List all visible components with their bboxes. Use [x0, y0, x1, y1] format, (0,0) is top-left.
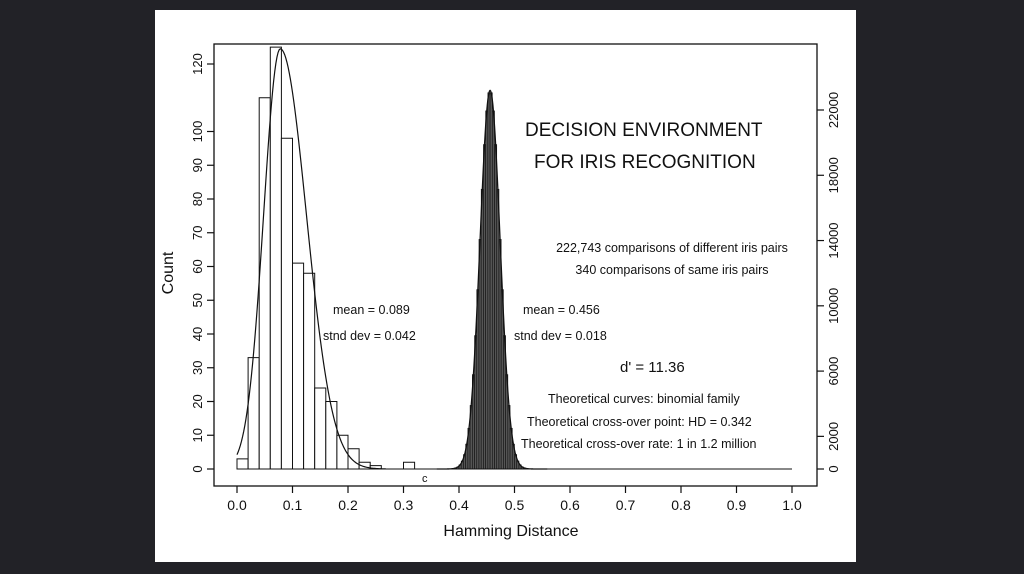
- same-iris-bar: [314, 387, 327, 470]
- y-right-tick-label: 6000: [826, 357, 841, 386]
- annotation-dprime: d' = 11.36: [620, 359, 685, 376]
- same-iris-bar: [280, 137, 294, 470]
- x-tick-label: 0.5: [505, 497, 525, 513]
- same-iris-bar: [292, 262, 305, 470]
- different-iris-bar: [491, 110, 495, 470]
- annotation-left-std: stnd dev = 0.042: [323, 329, 416, 343]
- x-tick-label: 0.2: [338, 497, 358, 513]
- y-axis-label: Count: [160, 251, 177, 294]
- annotation-theory-crossover-point: Theoretical cross-over point: HD = 0.342: [527, 415, 752, 429]
- y-left-tick-label: 40: [190, 327, 205, 341]
- annotation-right-mean: mean = 0.456: [523, 303, 600, 317]
- x-tick-label: 1.0: [782, 497, 802, 513]
- x-tick-label: 0.4: [449, 497, 469, 513]
- different-iris-bar: [494, 144, 498, 470]
- x-tick-label: 0.8: [671, 497, 691, 513]
- y-right-tick-label: 22000: [826, 92, 841, 128]
- x-tick-label: 0.1: [283, 497, 303, 513]
- y-right-tick-label: 14000: [826, 222, 841, 258]
- y-left-tick-label: 90: [190, 158, 205, 172]
- same-iris-bar: [258, 97, 271, 470]
- chart-title-line-1: DECISION ENVIRONMENT: [525, 120, 763, 141]
- y-right-tick-label: 18000: [826, 157, 841, 193]
- y-left-tick-label: 80: [190, 192, 205, 206]
- axes: 0.0 0.1 0.2 0.3 0.4 0.5 0.6 0.7 0.8 0.9 1.0 0 10 20 30…: [190, 53, 841, 513]
- y-left-tick-label: 0: [190, 465, 205, 472]
- y-right-tick-label: 2000: [826, 422, 841, 451]
- same-iris-histogram: [236, 46, 416, 470]
- same-iris-bar: [347, 448, 360, 470]
- x-tick-label: 0.0: [227, 497, 247, 513]
- annotation-theory-curves: Theoretical curves: binomial family: [548, 392, 740, 406]
- different-iris-bar: [485, 110, 489, 470]
- same-iris-bar: [236, 458, 249, 470]
- y-left-tick-label: 60: [190, 259, 205, 273]
- annotation-comparisons-same: 340 comparisons of same iris pairs: [575, 263, 768, 277]
- y-left-tick-label: 30: [190, 361, 205, 375]
- y-left-tick-label: 10: [190, 428, 205, 442]
- y-right-tick-label: 0: [826, 465, 841, 472]
- annotation-left-mean: mean = 0.089: [333, 303, 410, 317]
- chart-card: 0.0 0.1 0.2 0.3 0.4 0.5 0.6 0.7 0.8 0.9 1.0 0 10 20 30…: [155, 10, 856, 562]
- y-right-tick-label: 10000: [826, 288, 841, 324]
- annotation-comparisons-different: 222,743 comparisons of different iris pa…: [556, 241, 788, 255]
- different-iris-bar: [496, 188, 500, 470]
- different-iris-bar: [480, 188, 484, 470]
- y-left-tick-label: 120: [190, 53, 205, 75]
- hamming-distance-chart: 0.0 0.1 0.2 0.3 0.4 0.5 0.6 0.7 0.8 0.9 1.0 0 10 20 30…: [160, 43, 841, 540]
- chart-title-line-2: FOR IRIS RECOGNITION: [534, 152, 756, 173]
- y-left-tick-label: 20: [190, 394, 205, 408]
- different-iris-bar: [483, 144, 486, 470]
- different-iris-bar: [489, 92, 493, 470]
- x-tick-label: 0.7: [616, 497, 636, 513]
- x-tick-label: 0.9: [727, 497, 747, 513]
- different-iris-histogram: [454, 92, 526, 470]
- different-iris-bar: [487, 92, 491, 470]
- same-iris-bar: [247, 357, 260, 470]
- same-iris-bar: [403, 461, 416, 470]
- y-left-tick-label: 100: [190, 121, 205, 143]
- y-left-tick-label: 70: [190, 226, 205, 240]
- x-tick-label: 0.6: [560, 497, 580, 513]
- crossover-marker: c: [422, 473, 428, 485]
- same-iris-bar: [269, 46, 282, 470]
- annotation-theory-crossover-rate: Theoretical cross-over rate: 1 in 1.2 mi…: [521, 437, 757, 451]
- same-iris-curve: [236, 48, 386, 470]
- x-tick-label: 0.3: [394, 497, 414, 513]
- annotation-right-std: stnd dev = 0.018: [514, 329, 607, 343]
- different-iris-bar: [478, 239, 482, 470]
- same-iris-bar: [325, 401, 338, 470]
- x-axis-label: Hamming Distance: [443, 523, 578, 540]
- y-left-tick-label: 50: [190, 293, 205, 307]
- plot-frame: [213, 43, 818, 487]
- same-iris-bar: [303, 272, 316, 470]
- different-iris-bar: [498, 239, 502, 470]
